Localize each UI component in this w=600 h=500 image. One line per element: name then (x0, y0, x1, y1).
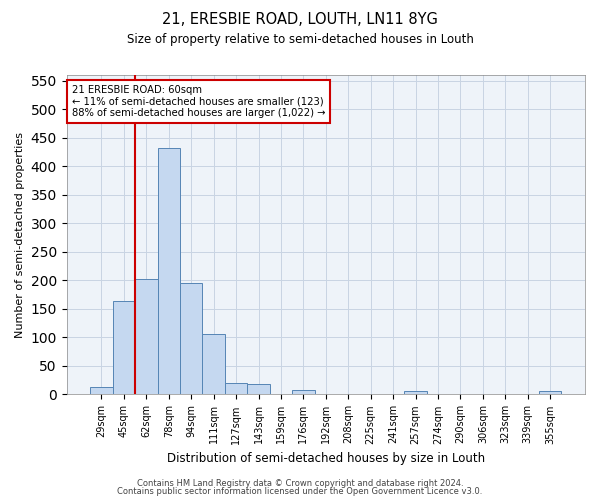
Bar (202, 334, 225, 394)
Bar (180, 282, 202, 395)
Bar (113, 302, 135, 394)
Bar (539, 391, 562, 394)
Y-axis label: Number of semi-detached properties: Number of semi-detached properties (15, 132, 25, 338)
Bar (404, 391, 427, 394)
Bar (247, 384, 270, 394)
Bar (135, 278, 158, 394)
X-axis label: Distribution of semi-detached houses by size in Louth: Distribution of semi-detached houses by … (167, 452, 485, 465)
Text: Contains public sector information licensed under the Open Government Licence v3: Contains public sector information licen… (118, 487, 482, 496)
Bar (90, 387, 113, 394)
Text: 21 ERESBIE ROAD: 60sqm
← 11% of semi-detached houses are smaller (123)
88% of se: 21 ERESBIE ROAD: 60sqm ← 11% of semi-det… (72, 84, 325, 118)
Bar (225, 383, 247, 394)
Bar (292, 390, 314, 394)
Bar (158, 148, 180, 394)
Text: 21, ERESBIE ROAD, LOUTH, LN11 8YG: 21, ERESBIE ROAD, LOUTH, LN11 8YG (162, 12, 438, 28)
Text: Size of property relative to semi-detached houses in Louth: Size of property relative to semi-detach… (127, 32, 473, 46)
Text: Contains HM Land Registry data © Crown copyright and database right 2024.: Contains HM Land Registry data © Crown c… (137, 478, 463, 488)
